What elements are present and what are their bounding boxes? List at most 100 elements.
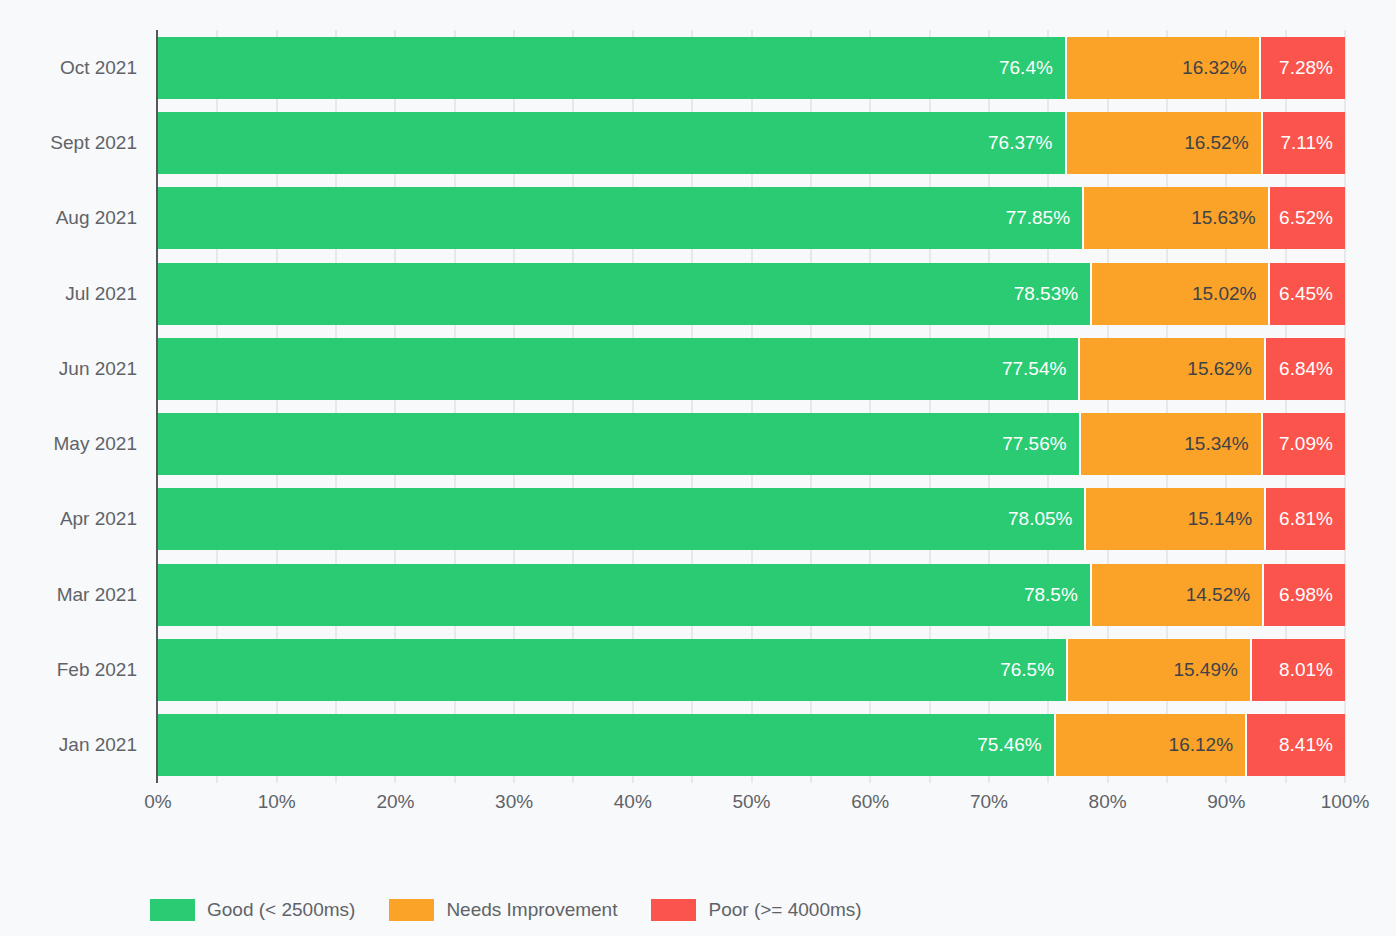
bar-segment-poor[interactable]: 6.84% [1264,338,1345,400]
legend-item-needs-improvement[interactable]: Needs Improvement [389,899,617,921]
bar-row: 77.85% 15.63% 6.52% [158,181,1345,256]
bar-segment-poor[interactable]: 8.41% [1245,714,1345,776]
bar-value-label: 14.52% [1186,584,1250,606]
y-axis-labels: Oct 2021Sept 2021Aug 2021Jul 2021Jun 202… [0,30,137,783]
stacked-bar: 75.46% 16.12% 8.41% [158,714,1345,776]
bar-segment-good[interactable]: 75.46% [158,714,1054,776]
x-tick-label: 40% [614,791,652,813]
bar-value-label: 6.81% [1279,508,1333,530]
bar-segment-good[interactable]: 76.5% [158,639,1066,701]
x-tick-label: 20% [376,791,414,813]
bar-value-label: 15.14% [1188,508,1252,530]
bar-value-label: 7.11% [1281,132,1333,154]
legend-swatch [150,899,195,921]
stacked-bar: 77.54% 15.62% 6.84% [158,338,1345,400]
x-tick-label: 10% [258,791,296,813]
category-label: Sept 2021 [0,105,137,180]
bar-value-label: 76.37% [988,132,1052,154]
bar-segment-good[interactable]: 78.05% [158,488,1084,550]
bar-value-label: 77.56% [1002,433,1066,455]
stacked-bar: 78.5% 14.52% 6.98% [158,564,1345,626]
x-tick-label: 50% [732,791,770,813]
lcp-stacked-bar-chart: Oct 2021Sept 2021Aug 2021Jul 2021Jun 202… [0,0,1396,936]
legend-swatch [651,899,696,921]
chart-legend: Good (< 2500ms) Needs Improvement Poor (>=… [150,899,862,921]
bar-value-label: 16.32% [1182,57,1246,79]
category-label: Jan 2021 [0,708,137,783]
bar-segment-good[interactable]: 77.56% [158,413,1079,475]
bar-segment-good[interactable]: 76.37% [158,112,1065,174]
legend-item-poor[interactable]: Poor (>= 4000ms) [651,899,861,921]
bar-value-label: 15.62% [1187,358,1251,380]
legend-item-good[interactable]: Good (< 2500ms) [150,899,355,921]
category-label: May 2021 [0,406,137,481]
bar-segment-poor[interactable]: 7.28% [1259,37,1345,99]
bar-row: 75.46% 16.12% 8.41% [158,708,1345,783]
bar-segment-needs-improvement[interactable]: 15.63% [1082,187,1268,249]
legend-label: Good (< 2500ms) [207,899,355,921]
bar-segment-good[interactable]: 78.5% [158,564,1090,626]
bar-segment-poor[interactable]: 7.11% [1261,112,1345,174]
bar-segment-needs-improvement[interactable]: 16.32% [1065,37,1259,99]
stacked-bar: 76.5% 15.49% 8.01% [158,639,1345,701]
bar-segment-needs-improvement[interactable]: 15.34% [1079,413,1261,475]
category-label: Oct 2021 [0,30,137,105]
category-label: Mar 2021 [0,557,137,632]
x-tick-label: 70% [970,791,1008,813]
bar-row: 78.53%15.02%6.45% [158,256,1345,331]
stacked-bar: 76.4% 16.32% 7.28% [158,37,1345,99]
category-label: Jul 2021 [0,256,137,331]
bar-value-label: 16.52% [1184,132,1248,154]
x-tick-label: 60% [851,791,889,813]
bar-segment-good[interactable]: 76.4% [158,37,1065,99]
bar-row: 78.05% 15.14% 6.81% [158,482,1345,557]
bar-segment-poor[interactable]: 6.81% [1264,488,1345,550]
category-label: Jun 2021 [0,331,137,406]
category-label: Apr 2021 [0,482,137,557]
bar-value-label: 15.49% [1173,659,1237,681]
bar-row: 76.37% 16.52% 7.11% [158,105,1345,180]
bar-value-label: 78.5% [1024,584,1078,606]
bar-value-label: 77.85% [1006,207,1070,229]
bar-value-label: 78.05% [1008,508,1072,530]
plot-area: 76.4% 16.32% 7.28% 76.37% 16.52% 7.11% 77.85% 1… [158,30,1345,783]
bar-segment-poor[interactable]: 7.09% [1261,413,1345,475]
bar-segment-needs-improvement[interactable]: 15.14% [1084,488,1264,550]
bar-segment-good[interactable]: 77.85% [158,187,1082,249]
bar-value-label: 8.41% [1279,734,1333,756]
legend-label: Needs Improvement [446,899,617,921]
bar-segment-needs-improvement[interactable]: 16.52% [1065,112,1261,174]
bar-segment-good[interactable]: 78.53% [158,263,1090,325]
bar-value-label: 8.01% [1279,659,1333,681]
bar-row: 77.54% 15.62% 6.84% [158,331,1345,406]
bar-segment-needs-improvement[interactable]: 14.52% [1090,564,1262,626]
bar-segment-needs-improvement[interactable]: 15.02% [1090,263,1268,325]
bar-row: 78.5% 14.52% 6.98% [158,557,1345,632]
bar-segment-poor[interactable]: 6.52% [1268,187,1345,249]
x-axis-labels: 0%10%20%30%40%50%60%70%80%90%100% [158,791,1345,817]
bar-rows: 76.4% 16.32% 7.28% 76.37% 16.52% 7.11% 77.85% 1… [158,30,1345,783]
bar-segment-poor[interactable]: 6.98% [1262,564,1345,626]
stacked-bar: 78.53%15.02%6.45% [158,263,1345,325]
bar-segment-needs-improvement[interactable]: 15.62% [1078,338,1263,400]
category-label: Feb 2021 [0,632,137,707]
bar-row: 77.56% 15.34%7.09% [158,406,1345,481]
bar-value-label: 6.52% [1279,207,1333,229]
bar-value-label: 76.4% [999,57,1053,79]
bar-segment-poor[interactable]: 8.01% [1250,639,1345,701]
bar-value-label: 7.28% [1279,57,1333,79]
y-axis-line [156,30,158,783]
x-tick-label: 100% [1321,791,1370,813]
bar-segment-good[interactable]: 77.54% [158,338,1078,400]
bar-segment-poor[interactable]: 6.45% [1268,263,1345,325]
bar-value-label: 75.46% [977,734,1041,756]
x-tick-label: 90% [1207,791,1245,813]
bar-segment-needs-improvement[interactable]: 15.49% [1066,639,1250,701]
category-label: Aug 2021 [0,181,137,256]
stacked-bar: 77.85% 15.63% 6.52% [158,187,1345,249]
bar-value-label: 6.98% [1279,584,1333,606]
bar-value-label: 6.84% [1279,358,1333,380]
bar-value-label: 15.63% [1191,207,1255,229]
bar-segment-needs-improvement[interactable]: 16.12% [1054,714,1245,776]
bar-row: 76.4% 16.32% 7.28% [158,30,1345,105]
